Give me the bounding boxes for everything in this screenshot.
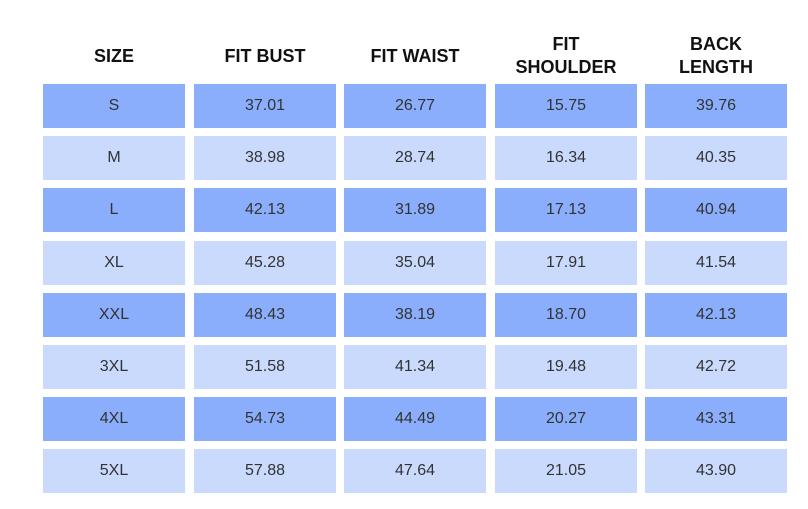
header-line: SIZE	[93, 45, 134, 66]
size-cell: XL	[43, 240, 185, 285]
value-cell: 57.88	[194, 449, 336, 494]
value-cell: 18.70	[495, 292, 637, 337]
header-line: FIT WAIST	[370, 45, 460, 66]
value-cell: 40.35	[645, 136, 787, 181]
value-cell: 40.94	[645, 188, 787, 233]
size-cell: L	[43, 188, 185, 233]
size-cell: 4XL	[43, 397, 185, 442]
value-cell: 41.54	[645, 240, 787, 285]
column-header: BACK LENGTH	[645, 30, 787, 82]
value-cell: 35.04	[344, 240, 486, 285]
value-cell: 42.13	[645, 292, 787, 337]
value-cell: 37.01	[194, 84, 336, 128]
column-header: FIT BUST	[194, 30, 336, 82]
value-cell: 42.72	[645, 345, 787, 389]
column-header: FIT WAIST	[344, 30, 486, 82]
value-cell: 39.76	[645, 84, 787, 128]
value-cell: 17.91	[495, 240, 637, 285]
value-cell: 31.89	[344, 188, 486, 233]
size-cell: S	[43, 84, 185, 128]
value-cell: 21.05	[495, 449, 637, 494]
size-cell: XXL	[43, 292, 185, 337]
value-cell: 20.27	[495, 397, 637, 442]
value-cell: 43.31	[645, 397, 787, 442]
column-header: FIT SHOULDER	[495, 30, 637, 82]
size-cell: M	[43, 136, 185, 181]
value-cell: 42.13	[194, 188, 336, 233]
header-line: FIT BUST	[224, 45, 306, 66]
value-cell: 28.74	[344, 136, 486, 181]
value-cell: 17.13	[495, 188, 637, 233]
value-cell: 51.58	[194, 345, 336, 389]
header-line: FIT	[552, 34, 580, 54]
value-cell: 43.90	[645, 449, 787, 494]
value-cell: 41.34	[344, 345, 486, 389]
value-cell: 16.34	[495, 136, 637, 181]
size-cell: 5XL	[43, 449, 185, 494]
value-cell: 19.48	[495, 345, 637, 389]
size-cell: 3XL	[43, 345, 185, 389]
value-cell: 26.77	[344, 84, 486, 128]
value-cell: 47.64	[344, 449, 486, 494]
value-cell: 54.73	[194, 397, 336, 442]
header-line: BACK	[690, 34, 742, 54]
header-line: SHOULDER	[515, 57, 617, 77]
value-cell: 38.19	[344, 292, 486, 337]
value-cell: 48.43	[194, 292, 336, 337]
header-line: LENGTH	[679, 57, 753, 77]
value-cell: 45.28	[194, 240, 336, 285]
value-cell: 44.49	[344, 397, 486, 442]
column-header: SIZE	[43, 30, 185, 82]
value-cell: 15.75	[495, 84, 637, 128]
value-cell: 38.98	[194, 136, 336, 181]
